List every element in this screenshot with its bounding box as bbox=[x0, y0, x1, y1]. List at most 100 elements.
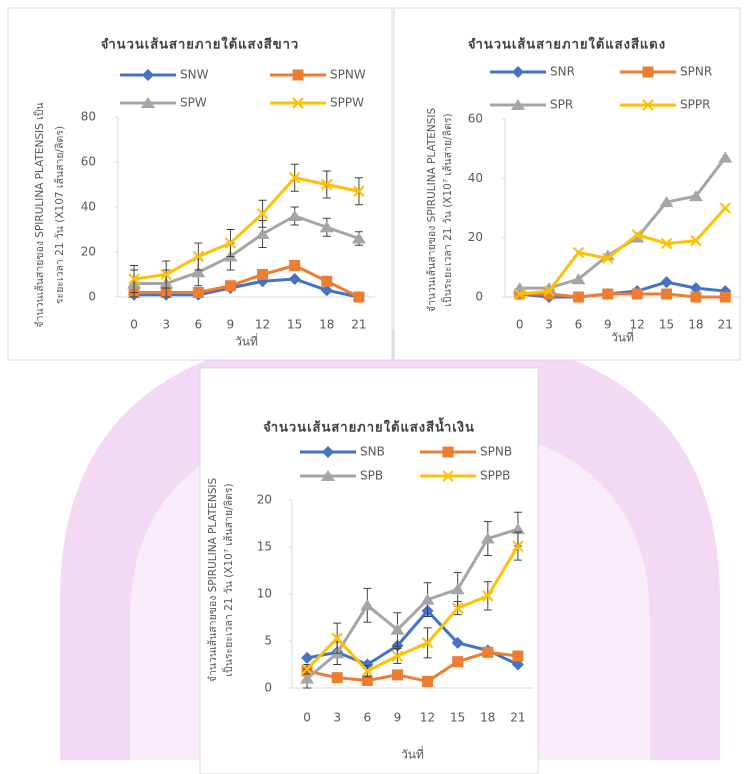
series-line bbox=[519, 206, 727, 296]
marker bbox=[451, 636, 464, 649]
marker bbox=[631, 288, 643, 300]
legend-marker bbox=[442, 446, 454, 458]
legend-marker bbox=[642, 99, 654, 111]
chart-frame bbox=[393, 7, 741, 361]
marker bbox=[361, 674, 373, 686]
legend-marker bbox=[642, 66, 654, 78]
marker bbox=[451, 602, 464, 614]
marker bbox=[482, 646, 494, 658]
marker bbox=[572, 246, 585, 259]
x-tick-label: 12 bbox=[255, 318, 270, 332]
marker bbox=[602, 252, 614, 265]
marker bbox=[287, 210, 302, 221]
marker bbox=[630, 231, 645, 243]
marker bbox=[391, 650, 404, 662]
marker bbox=[331, 632, 343, 644]
x-tick-label: 18 bbox=[688, 318, 703, 332]
marker bbox=[482, 590, 494, 602]
marker bbox=[255, 228, 270, 239]
x-tick-label: 6 bbox=[194, 318, 202, 332]
chart-title: จำนวนเส้นสายภายใต้แสงสีแดง bbox=[468, 36, 666, 53]
x-axis-label: วันที่ bbox=[401, 746, 424, 762]
x-tick-label: 9 bbox=[227, 318, 235, 332]
x-tick-label: 0 bbox=[516, 318, 524, 332]
series-line bbox=[305, 545, 520, 673]
legend-marker bbox=[292, 69, 304, 81]
marker bbox=[543, 285, 555, 297]
marker bbox=[690, 234, 702, 247]
marker bbox=[452, 656, 464, 668]
x-tick-label: 12 bbox=[420, 711, 435, 725]
x-tick-label: 21 bbox=[351, 318, 366, 332]
y-tick-label: 0 bbox=[264, 681, 272, 695]
marker bbox=[543, 288, 555, 300]
y-axis-label: ระยะเวลา 21 วัน (X107 เส้นสาย/ลิตร) bbox=[54, 126, 66, 304]
y-tick-label: 60 bbox=[468, 112, 483, 126]
series-line bbox=[134, 214, 360, 285]
marker bbox=[353, 291, 365, 303]
x-tick-label: 15 bbox=[659, 318, 674, 332]
legend-label: SPR bbox=[550, 98, 573, 112]
x-tick-label: 0 bbox=[130, 318, 138, 332]
y-tick-label: 20 bbox=[81, 245, 96, 259]
chart-title: จำนวนเส้นสายภายใต้แสงสีขาว bbox=[101, 36, 299, 53]
marker bbox=[353, 185, 365, 197]
marker bbox=[690, 291, 702, 303]
y-tick-label: 40 bbox=[468, 171, 483, 185]
legend-label: SNB bbox=[360, 445, 385, 459]
marker bbox=[660, 237, 673, 250]
marker bbox=[510, 523, 525, 535]
marker bbox=[191, 266, 206, 278]
marker bbox=[480, 532, 495, 544]
y-tick-label: 20 bbox=[257, 493, 272, 507]
x-tick-label: 15 bbox=[287, 318, 302, 332]
y-tick-label: 80 bbox=[81, 110, 96, 124]
legend-label: SNW bbox=[180, 68, 209, 82]
chart-title: จำนวนเส้นสายภายใต้แสงสีน้ำเงิน bbox=[263, 417, 475, 436]
legend-label: SPPB bbox=[480, 469, 510, 483]
marker bbox=[321, 275, 333, 287]
marker bbox=[321, 178, 333, 191]
x-tick-label: 9 bbox=[394, 711, 402, 725]
marker bbox=[719, 202, 732, 214]
marker bbox=[571, 273, 586, 285]
marker bbox=[422, 675, 434, 687]
legend-label: SPNW bbox=[330, 68, 366, 82]
legend-label: SPPR bbox=[680, 98, 710, 112]
legend-marker bbox=[512, 66, 524, 78]
marker bbox=[351, 232, 366, 244]
legend-marker bbox=[322, 446, 334, 458]
marker bbox=[288, 172, 301, 184]
marker bbox=[513, 288, 526, 300]
marker bbox=[661, 288, 673, 300]
marker bbox=[257, 269, 269, 280]
legend-marker bbox=[292, 97, 304, 109]
marker bbox=[718, 151, 733, 163]
y-axis-label: เป็นระยะเวลา 21 วัน (X10⁷ เส้นสาย/ลิตร) bbox=[221, 483, 235, 676]
marker bbox=[420, 593, 435, 605]
y-tick-label: 15 bbox=[257, 540, 272, 554]
x-tick-label: 18 bbox=[319, 318, 334, 332]
legend-label: SPNB bbox=[480, 445, 512, 459]
y-tick-label: 10 bbox=[257, 587, 272, 601]
y-axis-label: เป็นระยะเวลา 21 วัน (X10⁷ เส้นสาย/ลิตร) bbox=[440, 113, 454, 306]
marker bbox=[320, 284, 333, 297]
marker bbox=[300, 672, 315, 684]
x-tick-label: 9 bbox=[604, 318, 612, 332]
marker bbox=[256, 208, 269, 220]
marker bbox=[224, 280, 236, 292]
x-tick-label: 3 bbox=[333, 711, 341, 725]
legend-label: SPB bbox=[360, 469, 383, 483]
x-tick-label: 21 bbox=[718, 318, 733, 332]
x-tick-label: 18 bbox=[480, 711, 495, 725]
series-line bbox=[133, 176, 360, 281]
y-axis-label: จำนวนเส้นสายของ SPIRULINA PLATENSIS bbox=[207, 477, 219, 682]
x-tick-label: 15 bbox=[450, 711, 465, 725]
x-tick-label: 6 bbox=[363, 711, 371, 725]
marker bbox=[689, 282, 702, 295]
marker bbox=[512, 540, 524, 552]
y-tick-label: 40 bbox=[81, 200, 96, 214]
x-tick-label: 0 bbox=[303, 711, 311, 725]
